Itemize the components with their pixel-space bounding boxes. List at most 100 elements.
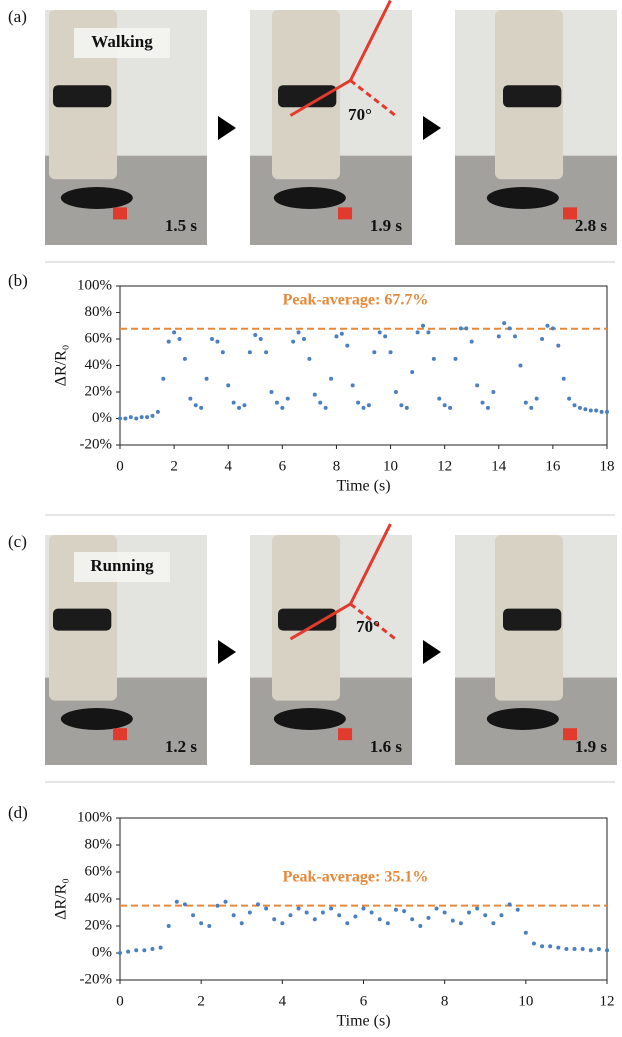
knee-strap <box>278 608 337 631</box>
x-tick-label: 6 <box>360 993 368 1009</box>
y-tick-label: 20% <box>85 917 113 933</box>
angle-label: 70° <box>356 617 380 636</box>
data-point <box>166 924 171 928</box>
data-point <box>118 416 122 421</box>
data-point <box>150 946 155 951</box>
data-point <box>475 383 480 388</box>
data-point <box>561 376 566 381</box>
panel-label: (c) <box>8 532 27 551</box>
data-point <box>458 326 463 331</box>
data-point <box>258 337 263 341</box>
data-point <box>393 390 398 394</box>
y-tick-label: 0% <box>92 410 112 426</box>
data-point <box>480 400 485 405</box>
data-point <box>334 334 339 339</box>
knee-strap <box>53 85 112 108</box>
data-point <box>540 944 545 949</box>
data-point <box>199 921 204 926</box>
data-point <box>418 924 423 928</box>
data-point <box>426 330 431 335</box>
panel-label: (d) <box>8 803 28 822</box>
data-point <box>274 400 279 405</box>
data-point <box>139 415 144 420</box>
knee-strap <box>53 608 112 631</box>
data-point <box>126 949 131 954</box>
data-point <box>515 907 520 912</box>
data-point <box>377 917 382 922</box>
data-point <box>572 946 577 951</box>
data-point <box>255 902 260 907</box>
activity-title: Running <box>90 556 154 575</box>
peak-annotation: Peak-average: 67.7% <box>283 291 429 308</box>
data-point <box>426 915 431 920</box>
data-point <box>158 945 163 950</box>
data-point <box>123 416 128 421</box>
data-point <box>383 334 388 339</box>
data-point <box>475 906 480 911</box>
y-axis-title: ΔR/R₀ <box>53 345 70 387</box>
data-point <box>345 921 350 926</box>
data-point <box>318 400 323 405</box>
data-point <box>280 921 285 926</box>
data-point <box>356 400 361 405</box>
angle-line <box>289 602 352 641</box>
data-point <box>193 403 198 408</box>
angle-line <box>289 79 352 117</box>
data-point <box>442 403 447 408</box>
data-point <box>572 403 577 408</box>
data-point <box>404 405 409 410</box>
knee-strap <box>503 85 562 108</box>
data-point <box>550 326 555 331</box>
data-point <box>191 913 196 918</box>
data-point <box>177 337 182 341</box>
data-point <box>534 396 539 401</box>
data-point <box>118 951 122 955</box>
data-point <box>204 376 209 381</box>
data-point <box>377 330 382 335</box>
data-point <box>182 902 187 907</box>
frame-time: 1.6 s <box>370 737 403 756</box>
arrow <box>423 116 441 140</box>
data-point <box>174 899 179 904</box>
y-tick-label: 60% <box>85 330 113 346</box>
shoe <box>486 187 559 209</box>
data-point <box>458 921 463 926</box>
x-tick-label: 0 <box>116 458 124 474</box>
floor-marker <box>113 207 128 220</box>
data-point <box>588 948 593 953</box>
frame-time: 2.8 s <box>575 216 608 235</box>
frame-time: 1.2 s <box>165 737 198 756</box>
data-point <box>237 405 242 410</box>
data-point <box>223 899 228 904</box>
x-tick-label: 6 <box>279 458 287 474</box>
data-point <box>280 405 285 410</box>
data-point <box>410 370 415 375</box>
arrow <box>423 640 441 664</box>
data-point <box>442 910 447 915</box>
x-tick-label: 18 <box>600 458 615 474</box>
shoe <box>60 708 133 730</box>
data-point <box>596 946 601 951</box>
data-point <box>242 403 247 408</box>
data-point <box>496 334 501 339</box>
data-point <box>329 376 334 381</box>
data-point <box>304 910 309 915</box>
data-point <box>166 339 171 344</box>
data-point <box>491 390 496 394</box>
data-point <box>540 337 545 341</box>
photo-layer <box>45 0 617 765</box>
floor-marker <box>113 728 128 741</box>
angle-line <box>349 0 392 82</box>
data-point <box>491 921 496 926</box>
data-point <box>599 409 604 414</box>
plot-frame <box>119 285 608 446</box>
data-point <box>583 407 588 412</box>
data-point <box>150 413 155 418</box>
shoe <box>486 708 559 730</box>
x-tick-label: 8 <box>441 993 449 1009</box>
activity-title: Walking <box>91 32 153 51</box>
data-point <box>288 913 293 918</box>
data-point <box>605 948 609 953</box>
data-point <box>209 337 214 341</box>
peak-annotation: Peak-average: 35.1% <box>283 868 429 885</box>
